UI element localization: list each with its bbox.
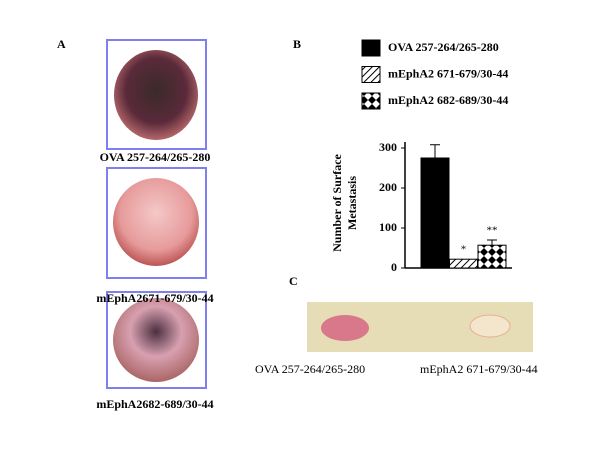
bar xyxy=(420,157,450,269)
y-axis-label: Number of Surface Metastasis xyxy=(330,154,359,252)
bar xyxy=(449,258,478,269)
y-tick-label: 100 xyxy=(379,220,397,234)
photo-caption: OVA 257-264/265-280 xyxy=(100,150,211,164)
lung-sample xyxy=(469,314,511,338)
y-tick-label: 0 xyxy=(391,260,397,274)
legend-label: mEphA2 682-689/30-44 xyxy=(388,93,508,107)
panel-label: B xyxy=(293,37,301,51)
legend-label: OVA 257-264/265-280 xyxy=(388,40,499,54)
panel-label: C xyxy=(289,274,298,288)
photo-caption: OVA 257-264/265-280 xyxy=(255,362,365,376)
lung-sample xyxy=(321,315,369,341)
bar xyxy=(477,244,507,269)
photo-caption: mEphA2 671-679/30-44 xyxy=(420,362,538,376)
panel-label: A xyxy=(57,37,66,51)
photo-caption: mEphA2682-689/30-44 xyxy=(96,397,213,411)
lung-photo xyxy=(114,50,198,140)
error-bar xyxy=(430,144,440,158)
lung-photo xyxy=(113,298,199,382)
y-tick-label: 300 xyxy=(379,140,397,154)
y-tick-label: 200 xyxy=(379,180,397,194)
legend-swatch xyxy=(361,39,381,57)
legend-swatch xyxy=(361,66,381,83)
photo-caption: mEphA2671-679/30-44 xyxy=(96,291,213,305)
legend-label: mEphA2 671-679/30-44 xyxy=(388,66,508,80)
legend-swatch xyxy=(361,92,381,110)
significance-mark: * xyxy=(461,244,467,256)
lung-photo xyxy=(113,178,199,266)
significance-mark: ** xyxy=(487,225,498,237)
bar-chart: 0 100 200 300 OVA 257-264/265-280 * mEphA2 671… xyxy=(361,39,512,274)
error-bar xyxy=(487,239,497,246)
